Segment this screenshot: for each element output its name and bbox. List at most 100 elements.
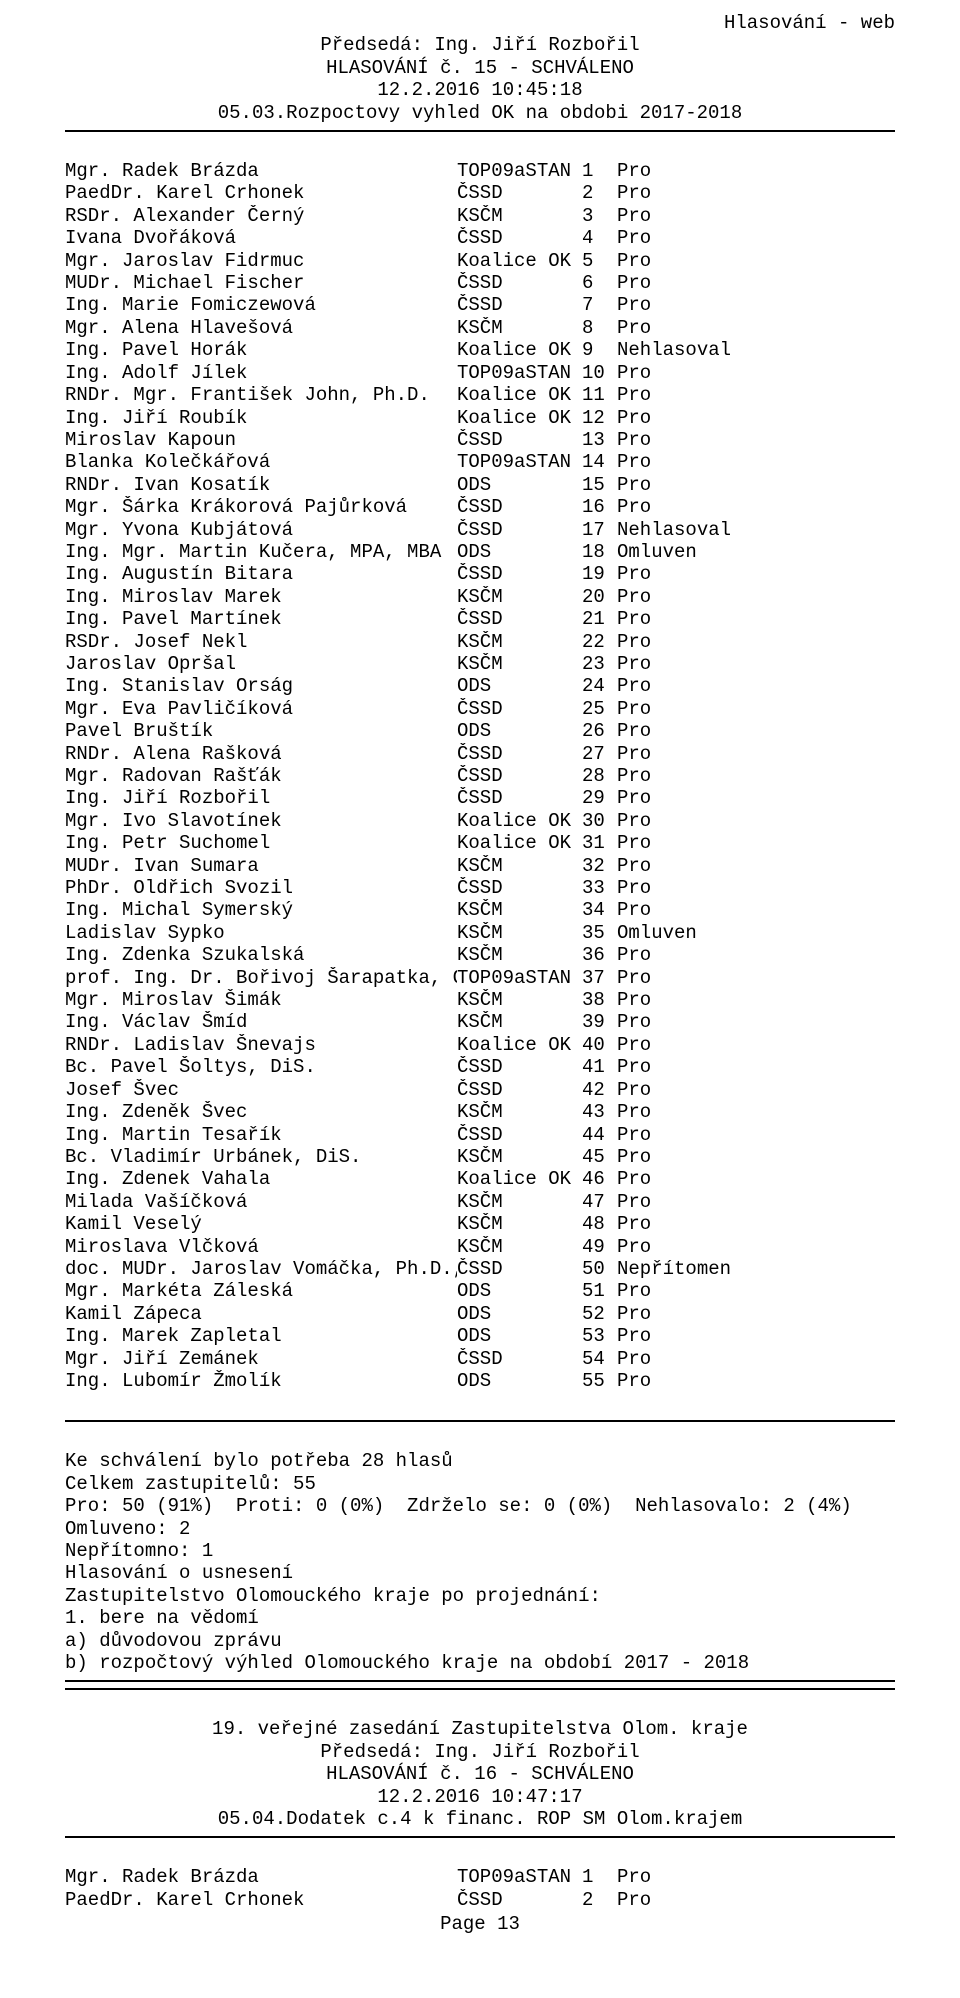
voter-vote: Pro xyxy=(617,227,757,249)
voter-vote: Pro xyxy=(617,1280,757,1302)
vote-row: Ing. Marie FomiczewováČSSD7Pro xyxy=(65,294,895,316)
voter-party: ODS xyxy=(457,474,582,496)
voter-name: Kamil Veselý xyxy=(65,1213,457,1235)
voter-vote: Pro xyxy=(617,1866,757,1888)
voter-vote: Pro xyxy=(617,989,757,1011)
voter-vote: Pro xyxy=(617,653,757,675)
voter-party: ČSSD xyxy=(457,272,582,294)
voter-num: 45 xyxy=(582,1146,617,1168)
voter-party: Koalice OK xyxy=(457,810,582,832)
voter-num: 24 xyxy=(582,675,617,697)
vote-row: Miroslav KapounČSSD13Pro xyxy=(65,429,895,451)
voter-party: KSČM xyxy=(457,1191,582,1213)
voter-vote: Pro xyxy=(617,1079,757,1101)
voter-name: Ivana Dvořáková xyxy=(65,227,457,249)
vote-row: Ing. Pavel HorákKoalice OK9Nehlasoval xyxy=(65,339,895,361)
voter-num: 37 xyxy=(582,967,617,989)
vote-row: Mgr. Radovan RašťákČSSD28Pro xyxy=(65,765,895,787)
voter-name: Mgr. Eva Pavličíková xyxy=(65,698,457,720)
voter-name: Mgr. Radek Brázda xyxy=(65,1866,457,1888)
voter-num: 49 xyxy=(582,1236,617,1258)
voter-name: Ing. Michal Symerský xyxy=(65,899,457,921)
voter-num: 47 xyxy=(582,1191,617,1213)
vote-row: Josef ŠvecČSSD42Pro xyxy=(65,1079,895,1101)
voter-vote: Pro xyxy=(617,586,757,608)
voter-vote: Pro xyxy=(617,272,757,294)
voter-name: Mgr. Jiří Zemánek xyxy=(65,1348,457,1370)
voter-name: Miroslav Kapoun xyxy=(65,429,457,451)
vote-row: Ing. Miroslav MarekKSČM20Pro xyxy=(65,586,895,608)
next-vote-title: HLASOVÁNÍ č. 16 - SCHVÁLENO xyxy=(65,1763,895,1785)
voter-name: MUDr. Michael Fischer xyxy=(65,272,457,294)
next-datetime: 12.2.2016 10:47:17 xyxy=(65,1786,895,1808)
voter-name: RNDr. Ladislav Šnevajs xyxy=(65,1034,457,1056)
vote-row: Ing. Michal SymerskýKSČM34Pro xyxy=(65,899,895,921)
voter-name: Mgr. Radek Brázda xyxy=(65,160,457,182)
voter-name: Ing. Jiří Rozbořil xyxy=(65,787,457,809)
vote-title: HLASOVÁNÍ č. 15 - SCHVÁLENO xyxy=(65,57,895,79)
voter-num: 14 xyxy=(582,451,617,473)
voter-party: KSČM xyxy=(457,1011,582,1033)
voter-num: 16 xyxy=(582,496,617,518)
voter-party: KSČM xyxy=(457,1101,582,1123)
voter-num: 21 xyxy=(582,608,617,630)
voter-party: ČSSD xyxy=(457,519,582,541)
voter-party: ODS xyxy=(457,1303,582,1325)
voter-party: KSČM xyxy=(457,631,582,653)
voter-name: RSDr. Alexander Černý xyxy=(65,205,457,227)
voter-name: Ing. Miroslav Marek xyxy=(65,586,457,608)
voter-party: ČSSD xyxy=(457,1348,582,1370)
voter-name: Miroslava Vlčková xyxy=(65,1236,457,1258)
voter-name: Mgr. Jaroslav Fidrmuc xyxy=(65,250,457,272)
voter-num: 1 xyxy=(582,1866,617,1888)
voter-party: KSČM xyxy=(457,989,582,1011)
voter-party: KSČM xyxy=(457,944,582,966)
voter-num: 48 xyxy=(582,1213,617,1235)
voter-name: Ing. Zdenek Vahala xyxy=(65,1168,457,1190)
voter-vote: Pro xyxy=(617,1011,757,1033)
voter-num: 2 xyxy=(582,1889,617,1911)
vote-row: Mgr. Markéta ZáleskáODS51Pro xyxy=(65,1280,895,1302)
voter-vote: Pro xyxy=(617,631,757,653)
doc-title: Hlasování - web xyxy=(65,12,895,34)
voter-name: Ing. Martin Tesařík xyxy=(65,1124,457,1146)
vote-row: PaedDr. Karel CrhonekČSSD2Pro xyxy=(65,1889,895,1911)
voter-vote: Pro xyxy=(617,429,757,451)
voter-vote: Pro xyxy=(617,698,757,720)
voter-vote: Pro xyxy=(617,182,757,204)
voter-num: 22 xyxy=(582,631,617,653)
voter-vote: Pro xyxy=(617,474,757,496)
voter-party: ČSSD xyxy=(457,294,582,316)
vote-row: Ing. Jiří RozbořilČSSD29Pro xyxy=(65,787,895,809)
voter-name: RNDr. Mgr. František John, Ph.D. xyxy=(65,384,457,406)
voter-num: 41 xyxy=(582,1056,617,1078)
voter-party: ODS xyxy=(457,541,582,563)
voter-num: 8 xyxy=(582,317,617,339)
voter-vote: Pro xyxy=(617,1213,757,1235)
voter-name: RSDr. Josef Nekl xyxy=(65,631,457,653)
voter-name: Ing. Lubomír Žmolík xyxy=(65,1370,457,1392)
voter-num: 18 xyxy=(582,541,617,563)
vote-row: RSDr. Josef NeklKSČM22Pro xyxy=(65,631,895,653)
divider xyxy=(65,130,895,132)
voter-num: 30 xyxy=(582,810,617,832)
voter-name: Mgr. Alena Hlavešová xyxy=(65,317,457,339)
vote-row: RNDr. Mgr. František John, Ph.D.Koalice … xyxy=(65,384,895,406)
voter-vote: Pro xyxy=(617,1034,757,1056)
voter-vote: Pro xyxy=(617,832,757,854)
vote-list: Mgr. Radek BrázdaTOP09aSTAN1ProPaedDr. K… xyxy=(65,160,895,1392)
voter-name: Milada Vašíčková xyxy=(65,1191,457,1213)
voter-name: Mgr. Markéta Záleská xyxy=(65,1280,457,1302)
voter-vote: Pro xyxy=(617,787,757,809)
vote-row: Mgr. Jaroslav FidrmucKoalice OK5Pro xyxy=(65,250,895,272)
voter-vote: Pro xyxy=(617,1236,757,1258)
vote-row: Ing. Václav ŠmídKSČM39Pro xyxy=(65,1011,895,1033)
voter-num: 10 xyxy=(582,362,617,384)
voter-party: ČSSD xyxy=(457,496,582,518)
vote-row: Ing. Zdenek VahalaKoalice OK46Pro xyxy=(65,1168,895,1190)
voter-num: 2 xyxy=(582,182,617,204)
next-subject: 05.04.Dodatek c.4 k financ. ROP SM Olom.… xyxy=(65,1808,895,1830)
voter-vote: Pro xyxy=(617,205,757,227)
voter-num: 15 xyxy=(582,474,617,496)
voter-vote: Omluven xyxy=(617,922,757,944)
